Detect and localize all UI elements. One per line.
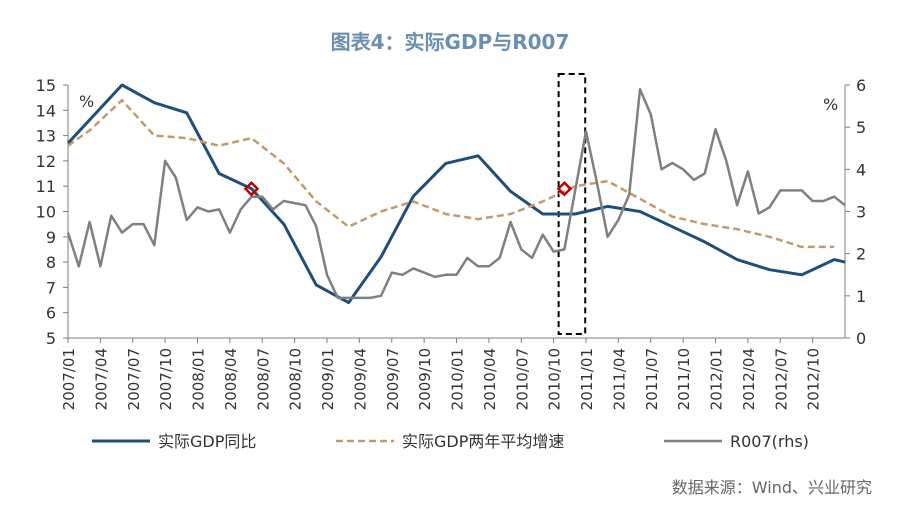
left-axis-tick-label: 13 xyxy=(36,127,56,146)
right-axis-tick-label: 0 xyxy=(856,329,866,348)
x-axis-tick-label: 2009/04 xyxy=(351,348,369,410)
x-axis-tick-label: 2007/07 xyxy=(125,348,143,410)
x-axis-tick-label: 2010/04 xyxy=(481,348,499,410)
left-axis-unit: % xyxy=(79,92,94,111)
x-axis-tick-label: 2009/07 xyxy=(384,348,402,410)
right-axis-unit: % xyxy=(823,95,838,114)
data-source-note: 数据来源：Wind、兴业研究 xyxy=(671,478,872,497)
x-axis-tick-label: 2011/07 xyxy=(643,348,661,410)
x-axis-tick-label: 2007/10 xyxy=(157,348,175,410)
x-axis-tick-label: 2012/07 xyxy=(772,348,790,410)
x-axis-tick-label: 2009/01 xyxy=(319,348,337,410)
x-axis-tick-label: 2011/04 xyxy=(610,348,628,410)
right-axis-tick-label: 4 xyxy=(856,160,866,179)
x-axis-tick-label: 2007/01 xyxy=(60,348,78,410)
series-line-r007 xyxy=(66,87,846,300)
left-axis-tick-label: 11 xyxy=(36,177,56,196)
left-axis-tick-label: 5 xyxy=(46,329,56,348)
right-axis-tick-label: 5 xyxy=(856,118,866,137)
x-axis-tick-label: 2011/01 xyxy=(578,348,596,410)
right-axis-tick-label: 1 xyxy=(856,287,866,306)
chart-title: 图表4：实际GDP与R007 xyxy=(330,30,570,54)
left-axis-tick-label: 10 xyxy=(36,203,56,222)
legend-label: R007(rhs) xyxy=(730,432,809,451)
x-axis-tick-label: 2012/10 xyxy=(805,348,823,410)
series-line-gdp-two-year-avg xyxy=(67,98,835,249)
x-axis-tick-label: 2010/10 xyxy=(546,348,564,410)
left-axis-tick-label: 12 xyxy=(36,152,56,171)
x-axis-tick-label: 2007/04 xyxy=(92,348,110,410)
x-axis-tick-label: 2008/01 xyxy=(190,348,208,410)
left-axis-tick-label: 9 xyxy=(46,228,56,247)
right-axis-tick-label: 2 xyxy=(856,245,866,264)
left-axis-tick-label: 14 xyxy=(36,101,56,120)
x-axis-tick-label: 2012/04 xyxy=(740,348,758,410)
x-axis-tick-label: 2011/10 xyxy=(675,348,693,410)
left-axis-tick-label: 8 xyxy=(46,253,56,272)
x-axis-tick-label: 2012/01 xyxy=(708,348,726,410)
x-axis-tick-label: 2010/07 xyxy=(513,348,531,410)
diamond-marker xyxy=(556,180,573,197)
left-axis-tick-label: 6 xyxy=(46,304,56,323)
x-axis-tick-label: 2008/07 xyxy=(254,348,272,410)
right-axis-tick-label: 6 xyxy=(856,76,866,95)
left-axis-tick-label: 7 xyxy=(46,278,56,297)
x-axis-tick-label: 2008/10 xyxy=(287,348,305,410)
x-axis-tick-label: 2010/01 xyxy=(449,348,467,410)
diamond-marker xyxy=(243,180,260,197)
legend-label: 实际GDP两年平均增速 xyxy=(402,432,564,451)
x-axis-tick-label: 2009/10 xyxy=(416,348,434,410)
highlight-box xyxy=(557,73,587,335)
legend-label: 实际GDP同比 xyxy=(158,432,256,451)
left-axis-tick-label: 15 xyxy=(36,76,56,95)
x-axis-tick-label: 2008/04 xyxy=(222,348,240,410)
right-axis-tick-label: 3 xyxy=(856,203,866,222)
series-line-gdp-yoy xyxy=(66,83,846,305)
